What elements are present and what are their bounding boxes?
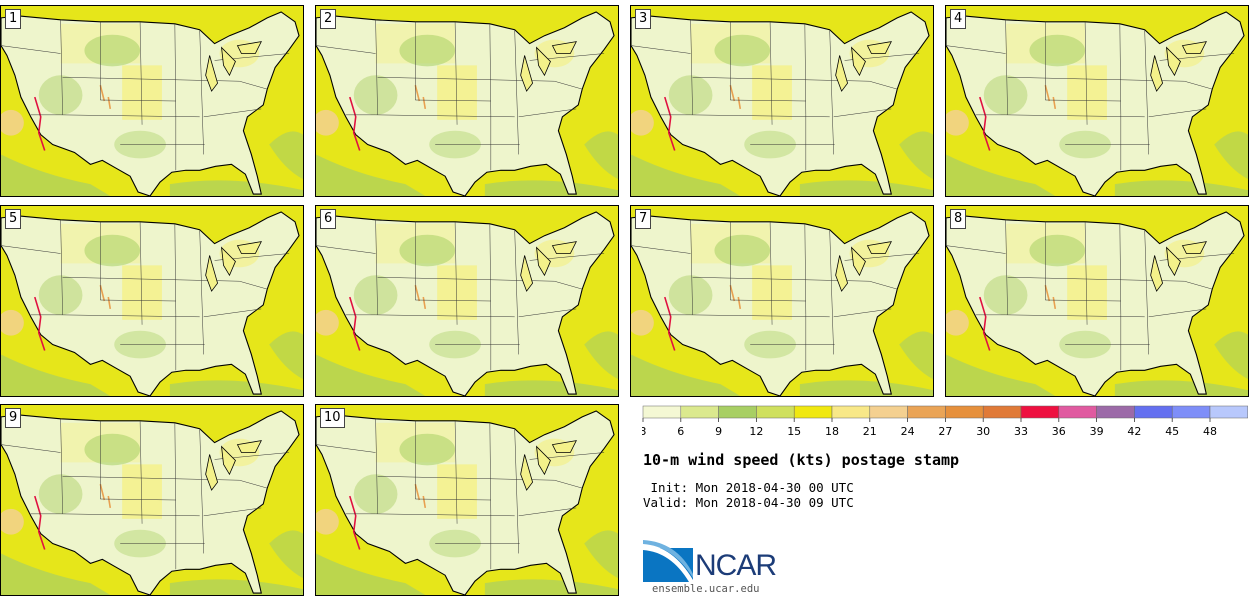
panel-number-label: 3: [635, 9, 652, 29]
wind-speed-map: [316, 405, 618, 595]
colorbar-tick-label: 12: [749, 425, 763, 438]
colorbar-swatch: [1096, 405, 1135, 419]
colorbar-tick-label: 39: [1090, 425, 1104, 438]
map-panel-2: 2: [315, 5, 619, 197]
colorbar-tick-label: 24: [901, 425, 915, 438]
panel-number-label: 4: [950, 9, 967, 29]
colorbar-swatch: [1209, 405, 1248, 419]
map-panel-5: 5: [0, 205, 304, 397]
colorbar-tick-label: 21: [863, 425, 877, 438]
colorbar-swatch: [907, 405, 946, 419]
colorbar-swatch: [945, 405, 984, 419]
colorbar-swatch: [756, 405, 795, 419]
colorbar-tick-label: 30: [976, 425, 990, 438]
colorbar-tick-label: 45: [1165, 425, 1179, 438]
init-time: Init: Mon 2018-04-30 00 UTC: [643, 480, 854, 495]
panel-number-label: 10: [320, 408, 345, 428]
ncar-logo-text: NCAR: [695, 549, 777, 582]
colorbar-tick-label: 48: [1203, 425, 1217, 438]
map-panel-10: 10: [315, 404, 619, 596]
wind-speed-map: [946, 6, 1248, 196]
colorbar-swatch: [793, 405, 833, 419]
colorbar-tick-label: 27: [938, 425, 952, 438]
map-panel-6: 6: [315, 205, 619, 397]
wind-speed-map: [1, 6, 303, 196]
wind-speed-map: [631, 6, 933, 196]
wind-speed-map: [316, 206, 618, 396]
panel-number-label: 2: [320, 9, 337, 29]
colorbar-swatch: [680, 405, 719, 419]
wind-speed-map: [1, 405, 303, 595]
colorbar-tick-label: 6: [677, 425, 684, 438]
colorbar-swatch: [718, 405, 757, 419]
colorbar-tick-label: 3: [642, 425, 647, 438]
panel-number-label: 7: [635, 209, 652, 229]
map-panel-9: 9: [0, 404, 304, 596]
colorbar-swatch: [869, 405, 908, 419]
panel-number-label: 8: [950, 209, 967, 229]
ncar-logo-icon: [643, 540, 693, 582]
panel-number-label: 1: [5, 9, 22, 29]
colorbar-swatch: [1171, 405, 1211, 419]
colorbar-swatch: [982, 405, 1022, 419]
chart-title: 10-m wind speed (kts) postage stamp: [643, 451, 960, 469]
panel-number-label: 9: [5, 408, 22, 428]
colorbar-swatch: [831, 405, 871, 419]
wind-speed-map: [1, 206, 303, 396]
map-panel-7: 7: [630, 205, 934, 397]
colorbar-swatch: [1020, 405, 1060, 419]
map-panel-8: 8: [945, 205, 1249, 397]
source-url: ensemble.ucar.edu: [652, 583, 760, 595]
wind-speed-colorbar: 3 6 9 12 15 18 21 24 27 30 33 36 39 42 45 48: [642, 405, 1248, 438]
wind-speed-map: [631, 206, 933, 396]
colorbar-tick-label: 15: [787, 425, 801, 438]
colorbar-tick-label: 36: [1052, 425, 1066, 438]
wind-speed-map: [946, 206, 1248, 396]
valid-time: Valid: Mon 2018-04-30 09 UTC: [643, 495, 854, 510]
map-panel-3: 3: [630, 5, 934, 197]
colorbar-swatch: [642, 405, 682, 419]
panel-number-label: 5: [5, 209, 22, 229]
colorbar-tick-label: 18: [825, 425, 839, 438]
colorbar-swatch: [1134, 405, 1173, 419]
map-panel-1: 1: [0, 5, 304, 197]
map-panel-4: 4: [945, 5, 1249, 197]
wind-speed-map: [316, 6, 618, 196]
colorbar-tick-label: 33: [1014, 425, 1028, 438]
colorbar-tick-label: 42: [1127, 425, 1141, 438]
panel-number-label: 6: [320, 209, 337, 229]
colorbar-swatch: [1058, 405, 1097, 419]
colorbar-tick-label: 9: [715, 425, 722, 438]
